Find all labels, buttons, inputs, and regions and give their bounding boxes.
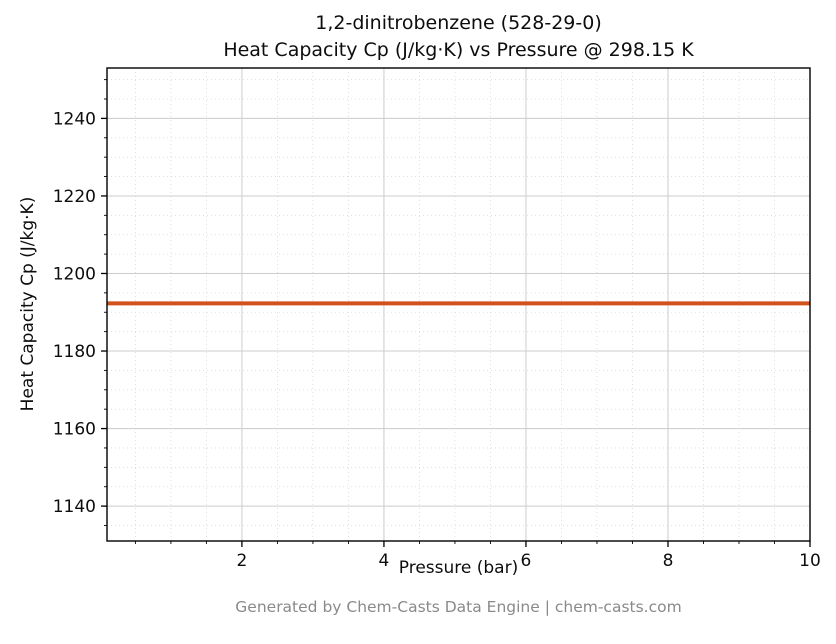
y-axis-label: Heat Capacity Cp (J/kg·K)	[18, 196, 38, 412]
x-tick-label: 6	[521, 551, 532, 571]
x-tick-label: 10	[799, 551, 821, 571]
chart-title: 1,2-dinitrobenzene (528-29-0) Heat Capac…	[107, 10, 810, 64]
y-tick-label: 1200	[53, 264, 96, 284]
y-tick-label: 1240	[53, 109, 96, 129]
y-tick-label: 1160	[53, 420, 96, 440]
y-tick-label: 1220	[53, 187, 96, 207]
x-tick-label: 4	[379, 551, 390, 571]
y-tick-label: 1140	[53, 497, 96, 517]
y-tick-label: 1180	[53, 342, 96, 362]
chart-title-line1: 1,2-dinitrobenzene (528-29-0)	[315, 12, 602, 34]
axes-frame	[106, 67, 811, 542]
chart-title-line2: Heat Capacity Cp (J/kg·K) vs Pressure @ …	[223, 39, 694, 61]
x-tick-label: 8	[663, 551, 674, 571]
x-axis-label: Pressure (bar)	[398, 558, 519, 578]
x-tick-label: 2	[237, 551, 248, 571]
footer-credit: Generated by Chem-Casts Data Engine | ch…	[235, 598, 682, 616]
